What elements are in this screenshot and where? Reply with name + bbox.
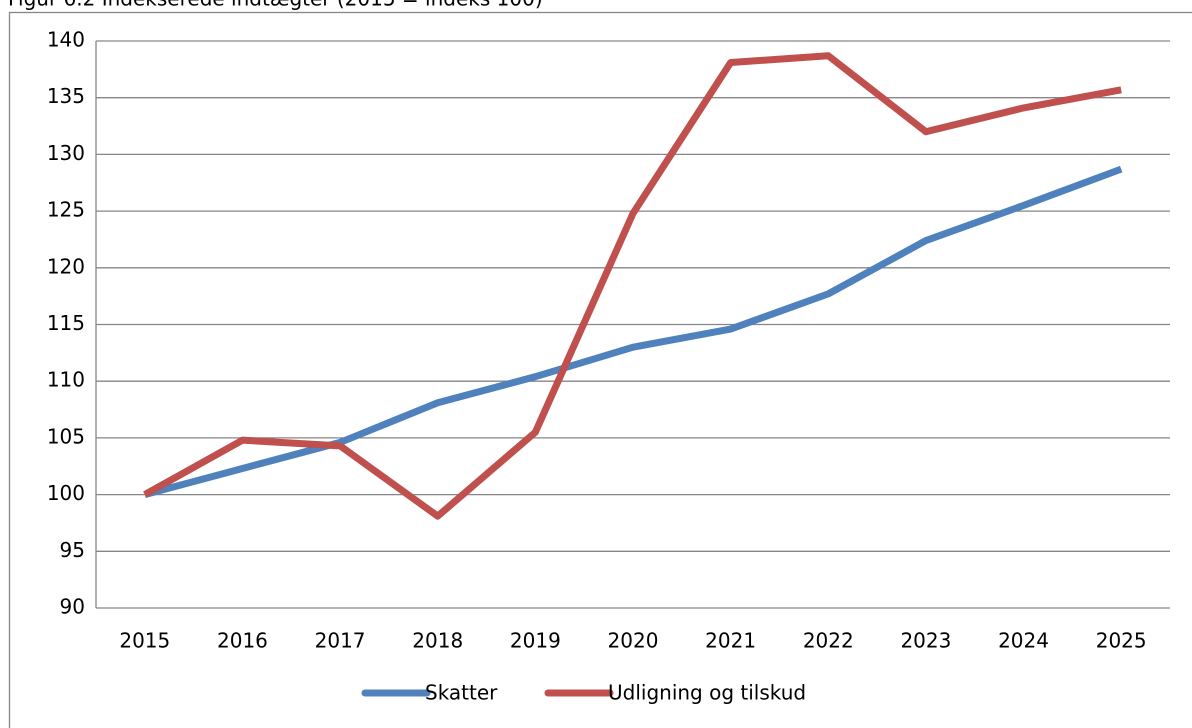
x-tick-label: 2023 — [900, 629, 951, 653]
y-tick-label: 100 — [47, 481, 85, 505]
y-tick-label: 95 — [60, 538, 85, 562]
y-tick-label: 110 — [47, 368, 85, 392]
x-tick-label: 2018 — [412, 629, 463, 653]
x-tick-label: 2024 — [998, 629, 1049, 653]
x-tick-label: 2025 — [1096, 629, 1147, 653]
y-tick-label: 90 — [60, 595, 85, 619]
legend-label: Skatter — [425, 681, 498, 705]
chart-title: Figur 6.2 Indekserede indtægter (2015 = … — [8, 0, 543, 11]
x-tick-label: 2022 — [803, 629, 854, 653]
x-tick-label: 2017 — [315, 629, 366, 653]
y-tick-label: 105 — [47, 424, 85, 448]
line-series — [143, 52, 1122, 520]
line-series — [143, 165, 1123, 498]
y-tick-label: 140 — [47, 28, 85, 52]
y-tick-label: 130 — [47, 141, 85, 165]
y-tick-label: 125 — [47, 198, 85, 222]
y-tick-label: 115 — [47, 311, 85, 335]
chart-frame — [8, 11, 1192, 728]
x-tick-label: 2020 — [608, 629, 659, 653]
y-tick-label: 120 — [47, 254, 85, 278]
x-tick-label: 2021 — [705, 629, 756, 653]
x-tick-label: 2019 — [510, 629, 561, 653]
legend-label: Udligning og tilskud — [608, 681, 806, 705]
x-tick-label: 2016 — [217, 629, 268, 653]
x-tick-label: 2015 — [119, 629, 170, 653]
y-tick-label: 135 — [47, 84, 85, 108]
